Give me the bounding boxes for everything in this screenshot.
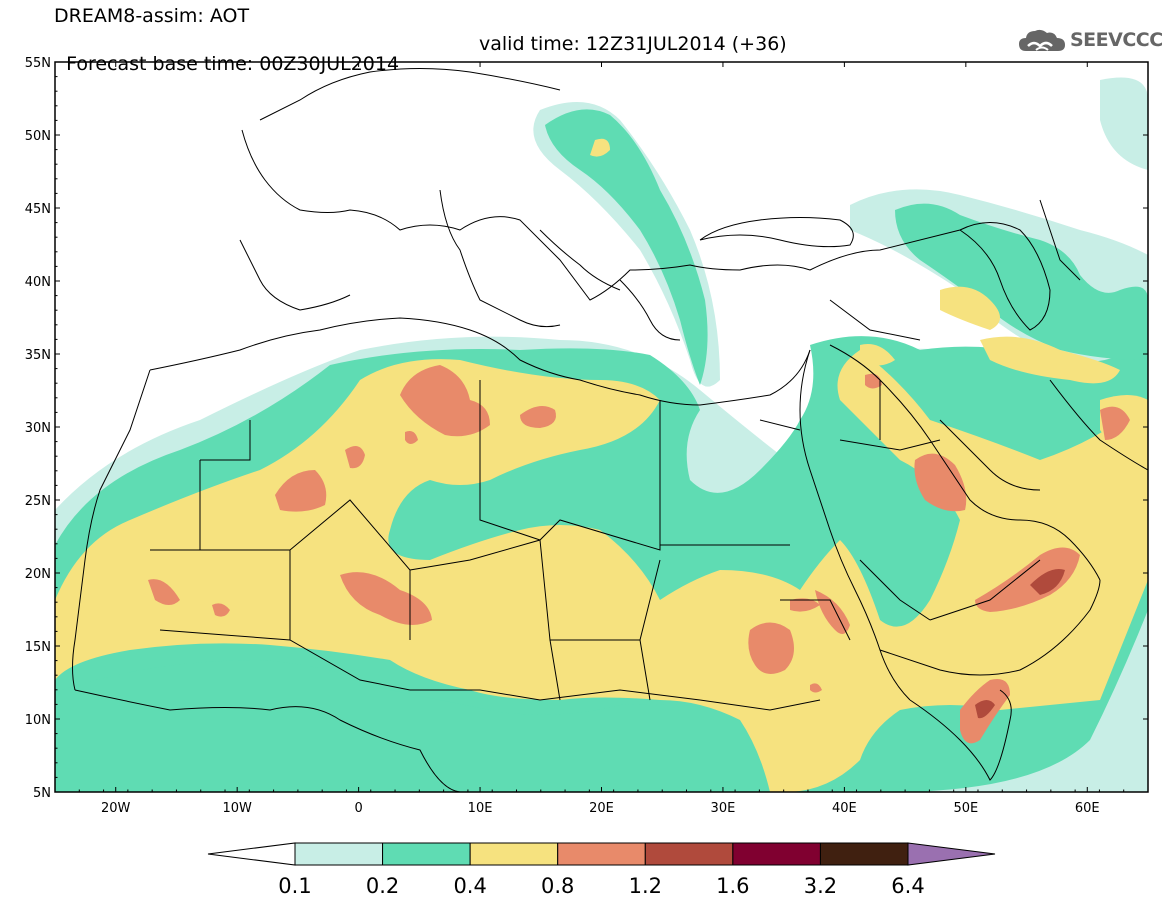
brand-name: SEEVCCC	[1070, 29, 1163, 51]
colorbar-box	[382, 842, 471, 866]
lat-label: 15N	[25, 640, 51, 655]
colorbar-label: 0.8	[541, 874, 574, 898]
colorbar: 0.1 0.2 0.4 0.8 1.2 1.6 3.2 6.4	[207, 842, 996, 898]
lon-label: 60E	[1075, 801, 1100, 816]
lon-label: 10W	[222, 801, 252, 816]
colorbar-under	[207, 842, 296, 866]
lat-label: 40N	[25, 275, 51, 290]
map-title: DREAM8-assim: AOT	[54, 5, 250, 27]
lon-label: 10E	[468, 801, 493, 816]
aot-field	[55, 77, 1148, 792]
lat-label: 50N	[25, 129, 51, 144]
colorbar-box	[469, 842, 559, 866]
coastlines	[72, 68, 1148, 792]
lat-label: 55N	[25, 56, 51, 71]
colorbar-label: 1.2	[629, 874, 662, 898]
lon-label: 50E	[953, 801, 978, 816]
longitude-axis: 20W 10W 0 10E 20E 30E 40E 50E 60E	[54, 62, 1149, 816]
aot-band-1.2	[975, 569, 1065, 719]
colorbar-label: 6.4	[891, 874, 924, 898]
colorbar-box	[644, 842, 734, 866]
lat-label: 45N	[25, 202, 51, 217]
colorbar-over	[907, 842, 996, 866]
colorbar-box	[557, 842, 646, 866]
lat-label: 10N	[25, 713, 51, 728]
lat-label: 25N	[25, 494, 51, 509]
colorbar-label: 0.1	[278, 874, 311, 898]
colorbar-label: 3.2	[804, 874, 837, 898]
lat-label: 20N	[25, 567, 51, 582]
lon-label: 40E	[832, 801, 857, 816]
colorbar-box	[294, 842, 384, 866]
cloud-icon	[1019, 29, 1065, 51]
lon-label: 20E	[589, 801, 614, 816]
aot-band-0.8	[148, 365, 1130, 744]
valid-time-text: valid time: 12Z31JUL2014 (+36)	[479, 33, 787, 55]
forecast-base-time: Forecast base time: 00Z30JUL2014 valid t…	[54, 34, 787, 94]
colorbar-box	[732, 842, 821, 866]
colorbar-box	[819, 842, 909, 866]
lon-label: 0	[354, 801, 362, 816]
lat-label: 5N	[33, 786, 51, 801]
lat-label: 30N	[25, 421, 51, 436]
colorbar-label: 0.2	[366, 874, 399, 898]
lon-label: 30E	[711, 801, 736, 816]
colorbar-label: 1.6	[716, 874, 749, 898]
colorbar-label: 0.4	[453, 874, 486, 898]
latitude-axis: 55N 50N 45N 40N 35N 30N 25N 20N 15N 10N 5N	[25, 56, 1148, 801]
lat-label: 35N	[25, 348, 51, 363]
base-time-text: Forecast base time: 00Z30JUL2014	[66, 53, 400, 75]
seevccc-logo: SEEVCCC	[1018, 26, 1163, 54]
lon-label: 20W	[101, 801, 131, 816]
